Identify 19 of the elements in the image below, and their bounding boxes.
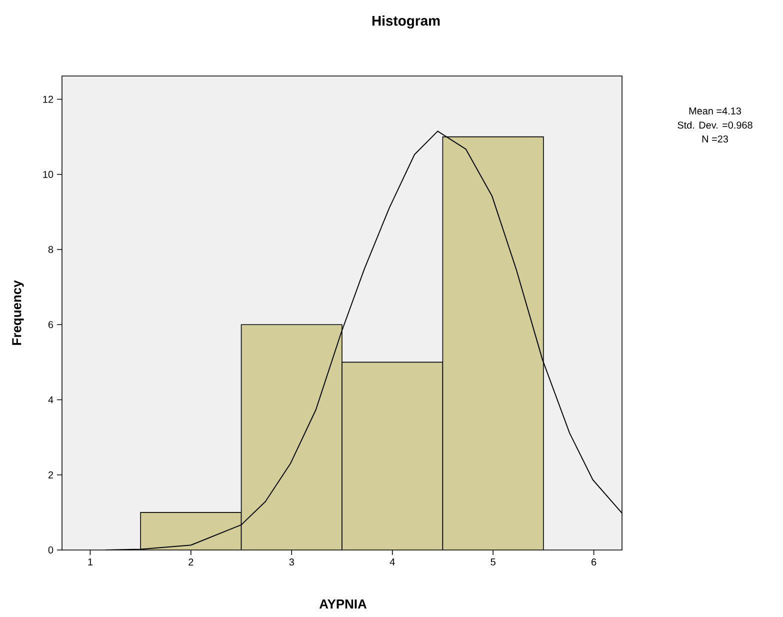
x-tick-label: 1 bbox=[88, 558, 92, 566]
y-tick-label: 6 bbox=[48, 321, 54, 328]
y-tick-label: 8 bbox=[48, 246, 54, 254]
y-axis-title: Frequency bbox=[12, 280, 24, 345]
x-tick-label: 2 bbox=[188, 558, 194, 566]
y-tick-label: 12 bbox=[43, 96, 54, 103]
y-tick-label: 4 bbox=[48, 396, 54, 404]
y-tick-label: 2 bbox=[48, 471, 54, 478]
x-tick-label: 4 bbox=[390, 558, 395, 566]
x-axis-title: AYPNIA bbox=[319, 600, 367, 608]
chart-title: Histogram bbox=[372, 15, 440, 29]
x-tick-label: 3 bbox=[289, 558, 294, 566]
x-tick-label: 6 bbox=[592, 558, 596, 566]
y-tick-label: 10 bbox=[43, 170, 54, 178]
x-tick-label: 5 bbox=[490, 558, 496, 566]
y-tick-label: 0 bbox=[48, 546, 54, 554]
text: N =23 bbox=[702, 135, 728, 143]
text: Std. Dev. =0.968 bbox=[678, 121, 752, 129]
text: Mean =4.13 bbox=[689, 107, 742, 115]
